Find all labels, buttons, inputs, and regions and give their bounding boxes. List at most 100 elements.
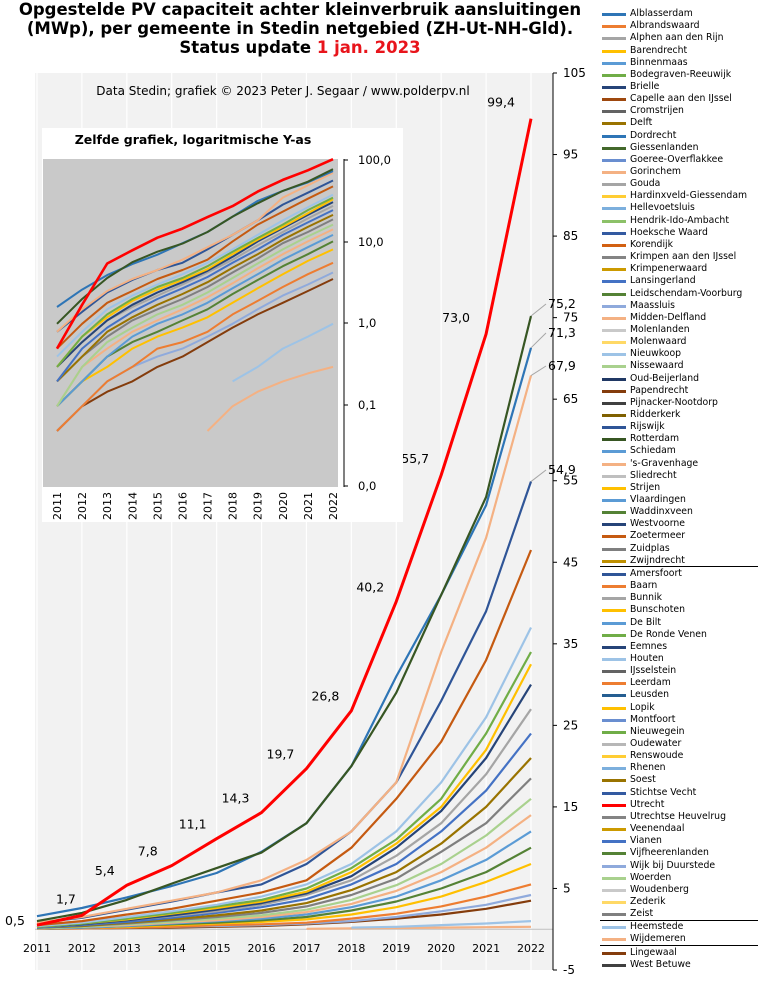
legend-swatch [602, 852, 626, 856]
legend-label: Rotterdam [630, 433, 680, 445]
legend-label: Giessenlanden [630, 141, 699, 153]
inset-series-line-lopik [56, 248, 334, 407]
legend-label: Oudewater [630, 738, 682, 749]
legend-label: 's-Gravenhage [630, 457, 699, 469]
data-label-utrecht: 55,7 [401, 451, 429, 466]
legend-label: Renswoude [630, 750, 684, 762]
legend-swatch [602, 231, 626, 235]
legend-label: Zwijndrecht [630, 554, 685, 566]
series-line-zoetermeer [36, 549, 533, 927]
legend-label: Houten [630, 652, 664, 664]
legend-label: Dordrecht [630, 129, 677, 141]
legend-label: Krimpen aan den IJssel [630, 251, 737, 262]
inset-x-tick-label: 2016 [176, 492, 189, 520]
legend-swatch [602, 645, 626, 649]
end-label-leader [530, 303, 547, 317]
legend-label: Hoeksche Waard [630, 226, 708, 238]
legend-swatch [602, 13, 626, 16]
legend-swatch [602, 572, 626, 576]
inset-x-tick-label: 2013 [101, 492, 114, 520]
series-line-nieuwegein [36, 651, 532, 928]
legend-swatch [602, 280, 626, 284]
legend-label: Stichtse Vecht [630, 786, 697, 798]
legend-swatch [602, 767, 626, 771]
legend-label: Wijk bij Duurstede [630, 859, 716, 871]
end-label: 54,9 [548, 462, 576, 477]
legend-swatch [602, 426, 626, 430]
legend-swatch [602, 559, 626, 563]
legend-label: Goeree-Overflakkee [630, 153, 724, 165]
legend-swatch [602, 694, 626, 698]
x-tick-label: 2015 [203, 942, 231, 955]
legend-swatch [602, 926, 626, 930]
legend-swatch [602, 474, 626, 478]
legend-label: Veenendaal [630, 823, 685, 834]
inset-x-tick-label: 2020 [277, 492, 290, 520]
inset-series-line-nieuwegein [56, 196, 334, 368]
legend-swatch [602, 292, 626, 296]
legend-label: Zederik [630, 895, 666, 907]
legend-separator [600, 919, 758, 921]
x-tick-label: 2021 [472, 942, 500, 955]
inset-series-line-zoetermeer [56, 185, 334, 350]
inset-series-line-rotterdam [56, 168, 334, 325]
legend-label: IJsselstein [630, 665, 677, 677]
legend-label: Nieuwkoop [630, 348, 682, 360]
legend-swatch [602, 73, 626, 77]
inset-series-line-houten [56, 193, 334, 358]
legend-swatch [602, 256, 626, 259]
legend-label: Vianen [630, 835, 662, 847]
legend-label: Albrandswaard [630, 20, 700, 32]
series-line--s-gravenhage [36, 375, 533, 924]
legend-swatch [602, 913, 626, 917]
legend-swatch [602, 486, 626, 490]
data-label-utrecht: 26,8 [311, 689, 339, 704]
legend-label: Gorinchem [630, 166, 681, 177]
legend-label: Leerdam [630, 677, 671, 689]
legend-label: Utrechtse Heuvelrug [630, 810, 726, 822]
y-tick-label: -5 [563, 963, 575, 977]
legend-label: Vlaardingen [630, 494, 686, 505]
legend-swatch [602, 49, 626, 53]
legend-swatch [602, 670, 626, 674]
inset-title: Zelfde grafiek, logaritmische Y-as [75, 132, 312, 147]
main-chart: -5 5 15 25 35 45 55 65 75 85 95 105 2011 2012 2013 2014… [5, 66, 586, 977]
legend-swatch [602, 268, 626, 272]
inset-series-line-papendrecht [56, 278, 334, 432]
legend-swatch [602, 304, 626, 308]
inset-plot-area [43, 159, 338, 487]
y-tick-label: 25 [563, 718, 578, 732]
legend-label: Bunschoten [630, 604, 685, 616]
y-tick-label: 45 [563, 555, 578, 569]
legend-swatch [602, 523, 626, 527]
legend-separator [600, 945, 758, 946]
x-tick-label: 2014 [158, 942, 186, 955]
end-label-leader [530, 469, 547, 482]
legend-label: Delft [630, 117, 653, 129]
inset-series-line-westvoorne [56, 201, 334, 368]
inset-series-line-leerdam [56, 261, 334, 432]
legend-label: Molenlanden [630, 323, 690, 335]
legend-swatch [602, 657, 626, 661]
end-label-leader [530, 365, 547, 376]
data-label-utrecht: 0,5 [5, 913, 25, 928]
legend-swatch [602, 85, 626, 89]
inset-series-line-soest [56, 213, 334, 383]
inset-series-line-woerden [56, 223, 334, 407]
end-label: 67,9 [548, 358, 576, 373]
x-tick-label: 2020 [427, 942, 455, 955]
legend-label: Lingewaal [630, 946, 677, 958]
legend-label: Alblasserdam [630, 8, 693, 19]
legend-swatch [602, 730, 626, 734]
legend-label: Montfoort [630, 713, 676, 725]
y-tick-label: 5 [563, 881, 571, 895]
data-label-utrecht: 99,4 [487, 95, 515, 110]
legend-label: Maassluis [630, 299, 676, 311]
legend-swatch [602, 207, 626, 211]
legend-swatch [602, 951, 626, 955]
legend-swatch [602, 535, 626, 539]
legend-swatch [602, 938, 626, 942]
legend-swatch [602, 195, 626, 199]
inset-y-tick-label: 100,0 [358, 153, 391, 167]
inset-x-tick-label: 2018 [227, 492, 240, 520]
